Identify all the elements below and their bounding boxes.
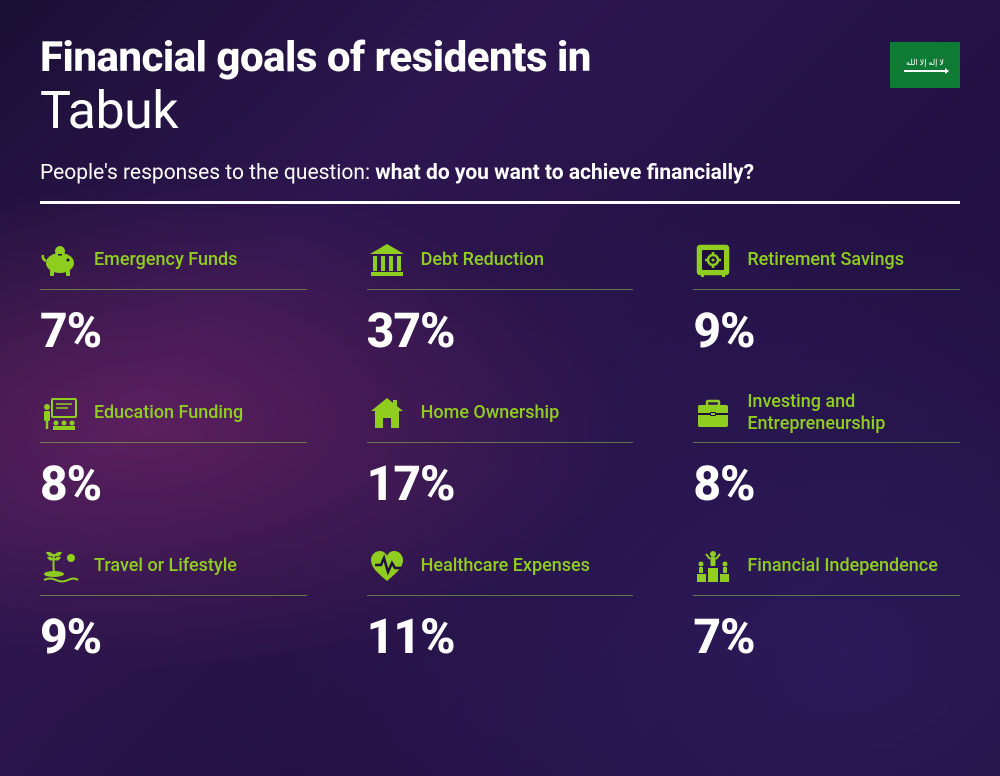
- goal-label: Travel or Lifestyle: [94, 555, 237, 577]
- goal-label: Healthcare Expenses: [421, 555, 590, 577]
- flag-saudi-arabia: لا إله إلا الله: [890, 42, 960, 88]
- briefcase-icon: [693, 393, 733, 433]
- goal-card: Financial Independence 7%: [693, 544, 960, 665]
- title-prefix: Financial goals of residents in: [40, 36, 960, 80]
- subtitle-plain: People's responses to the question:: [40, 161, 375, 185]
- goal-value: 17%: [367, 455, 634, 512]
- goal-value: 7%: [693, 608, 960, 665]
- goal-card: Home Ownership 17%: [367, 391, 634, 512]
- goal-label: Retirement Savings: [747, 249, 904, 271]
- home-icon: [367, 393, 407, 433]
- travel-icon: [40, 546, 80, 586]
- card-head: Investing and Entrepreneurship: [693, 391, 960, 443]
- card-head: Emergency Funds: [40, 238, 307, 290]
- card-head: Debt Reduction: [367, 238, 634, 290]
- goal-label: Investing and Entrepreneurship: [747, 391, 960, 434]
- flag-sword: [904, 70, 946, 72]
- goal-value: 37%: [367, 302, 634, 359]
- flag-script: لا إله إلا الله: [906, 58, 944, 67]
- goal-value: 8%: [40, 455, 307, 512]
- goal-card: Debt Reduction 37%: [367, 238, 634, 359]
- goal-card: Travel or Lifestyle 9%: [40, 544, 307, 665]
- card-head: Travel or Lifestyle: [40, 544, 307, 596]
- goal-card: Emergency Funds 7%: [40, 238, 307, 359]
- goal-label: Emergency Funds: [94, 249, 237, 271]
- card-head: Financial Independence: [693, 544, 960, 596]
- card-head: Home Ownership: [367, 391, 634, 443]
- card-head: Retirement Savings: [693, 238, 960, 290]
- goals-grid: Emergency Funds 7% Debt Reduction 37% Re…: [40, 238, 960, 665]
- subtitle-bold: what do you want to achieve financially?: [375, 161, 754, 185]
- title-location: Tabuk: [40, 82, 960, 139]
- goal-label: Home Ownership: [421, 402, 560, 424]
- independence-icon: [693, 546, 733, 586]
- education-icon: [40, 393, 80, 433]
- goal-value: 8%: [693, 455, 960, 512]
- goal-value: 9%: [693, 302, 960, 359]
- goal-card: Investing and Entrepreneurship 8%: [693, 391, 960, 512]
- card-head: Education Funding: [40, 391, 307, 443]
- safe-icon: [693, 240, 733, 280]
- goal-label: Education Funding: [94, 402, 243, 424]
- card-head: Healthcare Expenses: [367, 544, 634, 596]
- goal-card: Healthcare Expenses 11%: [367, 544, 634, 665]
- goal-card: Retirement Savings 9%: [693, 238, 960, 359]
- subtitle: People's responses to the question: what…: [40, 161, 960, 185]
- goal-label: Debt Reduction: [421, 249, 544, 271]
- healthcare-icon: [367, 546, 407, 586]
- goal-value: 7%: [40, 302, 307, 359]
- goal-card: Education Funding 8%: [40, 391, 307, 512]
- header: Financial goals of residents in Tabuk لا…: [40, 36, 960, 204]
- goal-value: 9%: [40, 608, 307, 665]
- piggy-bank-icon: [40, 240, 80, 280]
- bank-icon: [367, 240, 407, 280]
- goal-value: 11%: [367, 608, 634, 665]
- header-divider: [40, 201, 960, 204]
- goal-label: Financial Independence: [747, 555, 938, 577]
